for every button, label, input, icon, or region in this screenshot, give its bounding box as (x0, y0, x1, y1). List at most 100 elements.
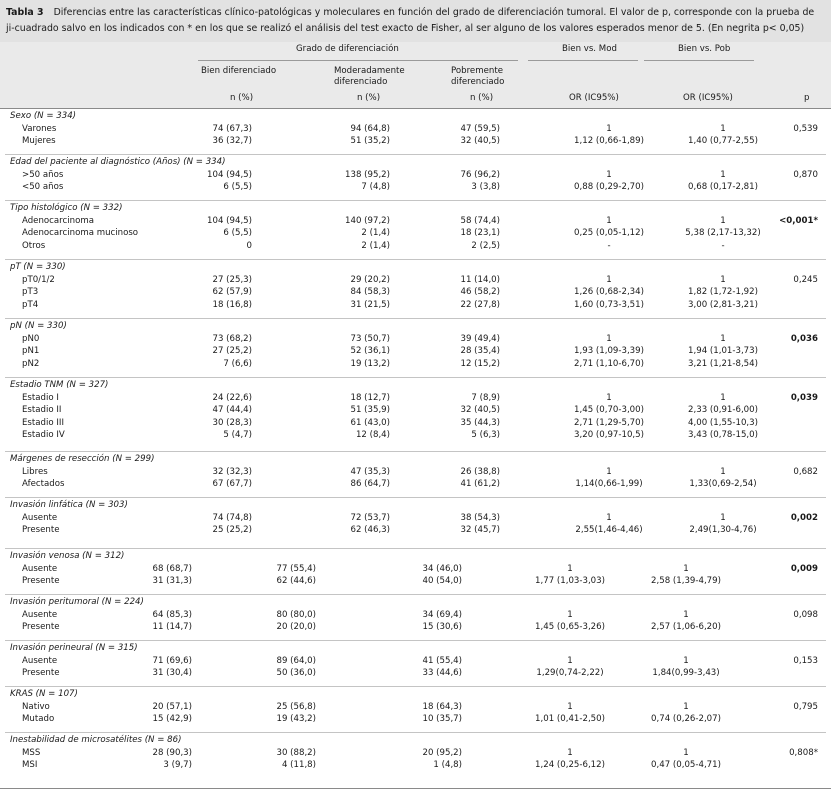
cell-mod: 77 (55,4) (276, 564, 316, 574)
cell-p-value: 0,153 (793, 656, 818, 666)
cell-or-pob: 5,38 (2,17-13,32) (685, 228, 761, 238)
cell-bien: 27 (25,2) (212, 346, 252, 356)
cell-or-mod: 1,01 (0,41-2,50) (535, 714, 605, 724)
cell-bien: 71 (69,6) (152, 656, 192, 666)
cell-bien: 67 (67,7) (212, 479, 252, 489)
section-title: Invasión venosa (N = 312) (10, 551, 125, 561)
table-header: Grado de diferenciación Bien vs. Mod Bie… (0, 42, 831, 108)
cell-or-mod: 1,93 (1,09-3,39) (574, 346, 644, 356)
cell-p-value: 0,245 (793, 275, 818, 285)
cell-pob: 32 (45,7) (460, 525, 500, 535)
section-divider (5, 318, 826, 319)
cell-pob: 34 (69,4) (422, 610, 462, 620)
cell-p-value: 0,036 (790, 334, 818, 344)
cell-or-mod: 1 (567, 748, 573, 758)
cell-pob: 58 (74,4) (460, 216, 500, 226)
cell-mod: 61 (43,0) (350, 418, 390, 428)
row-label: pT3 (22, 287, 39, 297)
header-bien-vs-pob-rule (644, 60, 754, 61)
cell-mod: 138 (95,2) (345, 170, 390, 180)
cell-bien: 20 (57,1) (152, 702, 192, 712)
header-col-mod: Moderadamente diferenciado (334, 66, 405, 87)
cell-pob: 41 (61,2) (460, 479, 500, 489)
cell-or-pob: 0,68 (0,17-2,81) (688, 182, 758, 192)
header-or-mod: OR (IC95%) (569, 93, 619, 103)
cell-or-mod: 1 (567, 610, 573, 620)
section-title: Invasión perineural (N = 315) (10, 643, 138, 653)
table-label: Tabla 3 (6, 7, 44, 18)
cell-pob: 38 (54,3) (460, 513, 500, 523)
row-label: pN1 (22, 346, 40, 356)
section-divider (5, 154, 826, 155)
section-divider (5, 200, 826, 201)
header-bien-vs-mod-rule (528, 60, 638, 61)
cell-pob: 41 (55,4) (422, 656, 462, 666)
cell-or-mod: 1,29(0,74-2,22) (536, 668, 604, 678)
cell-mod: 52 (36,1) (350, 346, 390, 356)
cell-mod: 31 (21,5) (350, 300, 390, 310)
row-label: pT4 (22, 300, 39, 310)
cell-bien: 28 (90,3) (152, 748, 192, 758)
cell-bien: 24 (22,6) (212, 393, 252, 403)
caption-text: Diferencias entre las características cl… (6, 7, 815, 34)
section-divider (5, 497, 826, 498)
cell-mod: 2 (1,4) (361, 241, 390, 251)
cell-mod: 86 (64,7) (350, 479, 390, 489)
cell-mod: 18 (12,7) (350, 393, 390, 403)
cell-or-mod: 1 (567, 702, 573, 712)
row-label: pN0 (22, 334, 40, 344)
header-group-label: Grado de diferenciación (296, 44, 399, 54)
cell-or-pob: - (721, 241, 725, 251)
cell-or-pob: 3,00 (2,81-3,21) (688, 300, 758, 310)
cell-or-pob: 2,49(1,30-4,76) (689, 525, 757, 535)
cell-bien: 5 (4,7) (223, 430, 252, 440)
header-col-bien: Bien diferenciado (201, 66, 277, 76)
cell-or-mod: 1 (606, 513, 612, 523)
cell-or-pob: 1 (683, 610, 689, 620)
cell-or-pob: 3,43 (0,78-15,0) (688, 430, 758, 440)
cell-bien: 104 (94,5) (207, 170, 252, 180)
cell-or-mod: 1,26 (0,68-2,34) (574, 287, 644, 297)
row-label: Varones (22, 124, 57, 134)
cell-pob: 76 (96,2) (460, 170, 500, 180)
cell-or-mod: 1,45 (0,70-3,00) (574, 405, 644, 415)
cell-or-pob: 1 (683, 748, 689, 758)
cell-or-mod: 3,20 (0,97-10,5) (574, 430, 644, 440)
cell-bien: 31 (31,3) (152, 576, 192, 586)
cell-or-pob: 0,47 (0,05-4,71) (651, 760, 721, 770)
header-group-rule (198, 60, 518, 61)
table-caption: Tabla 3 Diferencias entre las característ… (0, 0, 831, 42)
cell-bien: 31 (30,4) (152, 668, 192, 678)
cell-mod: 25 (56,8) (276, 702, 316, 712)
cell-or-mod: 1 (567, 564, 573, 574)
caption-text-block: Tabla 3 Diferencias entre las característ… (6, 5, 824, 36)
cell-p-value: 0,870 (793, 170, 818, 180)
section-title: Tipo histológico (N = 332) (10, 203, 123, 213)
cell-pob: 40 (54,0) (422, 576, 462, 586)
cell-pob: 18 (23,1) (460, 228, 500, 238)
cell-pob: 22 (27,8) (460, 300, 500, 310)
cell-or-pob: 1 (720, 216, 726, 226)
row-label: Libres (22, 467, 48, 477)
cell-or-pob: 1,82 (1,72-1,92) (688, 287, 758, 297)
cell-or-pob: 1,40 (0,77-2,55) (688, 136, 758, 146)
row-label: Mutado (22, 714, 55, 724)
row-label: pT0/1/2 (22, 275, 55, 285)
cell-or-mod: 1,45 (0,65-3,26) (535, 622, 605, 632)
cell-mod: 140 (97,2) (345, 216, 390, 226)
cell-mod: 51 (35,2) (350, 136, 390, 146)
cell-or-mod: 1 (606, 467, 612, 477)
cell-or-pob: 2,58 (1,39-4,79) (651, 576, 721, 586)
cell-bien: 32 (32,3) (212, 467, 252, 477)
row-label: Ausente (22, 656, 58, 666)
row-label: <50 años (22, 182, 64, 192)
header-p: p (804, 93, 810, 103)
row-label: Otros (22, 241, 46, 251)
header-n-pct-bien: n (%) (230, 93, 254, 103)
cell-mod: 47 (35,3) (350, 467, 390, 477)
cell-pob: 46 (58,2) (460, 287, 500, 297)
cell-p-value: <0,001* (779, 216, 818, 226)
cell-bien: 68 (68,7) (152, 564, 192, 574)
cell-or-mod: 1,60 (0,73-3,51) (574, 300, 644, 310)
